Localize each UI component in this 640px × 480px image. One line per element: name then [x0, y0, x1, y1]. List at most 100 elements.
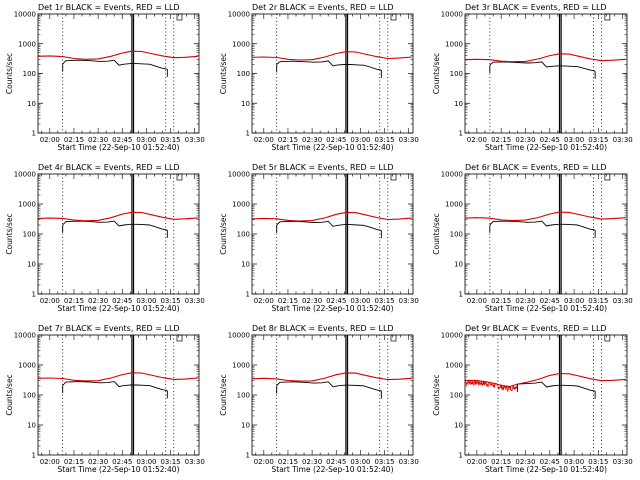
events-series-line	[276, 60, 382, 71]
x-tick-label: 02:30	[515, 458, 535, 466]
panel-det-6: Det 6r BLACK = Events, RED = LLD 1 10 100 10…	[432, 163, 633, 313]
x-axis-label: Start Time (22-Sep-10 01:52:40)	[58, 304, 180, 313]
lld-series-line	[38, 50, 198, 60]
y-tick-label: 10000	[441, 11, 463, 19]
x-tick-label: 03:00	[350, 136, 370, 144]
y-tick-label: 100	[23, 392, 36, 400]
events-series-line	[489, 61, 596, 72]
y-tick-label: 100	[450, 231, 463, 239]
y-tick-label: 10000	[228, 332, 250, 340]
y-axis-label: Counts/sec	[5, 53, 14, 94]
lld-series-line	[465, 372, 626, 388]
lld-series-line	[465, 211, 626, 222]
x-tick-label: 02:30	[88, 458, 108, 466]
lld-series-line	[38, 211, 198, 222]
noisy-rate-trace	[465, 379, 518, 393]
x-tick-label: 03:00	[564, 297, 584, 305]
y-tick-label: 1	[246, 130, 250, 138]
panel-det-2: Det 2r BLACK = Events, RED = LLD 1 10 100 10…	[219, 3, 419, 152]
x-tick-label: 02:00	[254, 458, 274, 466]
x-tick-label: 03:15	[374, 297, 394, 305]
plot-frame	[464, 173, 628, 295]
x-tick-label: 02:45	[326, 136, 346, 144]
y-axis-label: Counts/sec	[432, 53, 441, 94]
x-tick-label: 02:15	[278, 136, 298, 144]
x-tick-label: 03:00	[136, 297, 156, 305]
panel-title: Det 4r BLACK = Events, RED = LLD	[38, 163, 180, 172]
y-tick-label: 10	[454, 100, 463, 108]
x-tick-label: 03:15	[160, 136, 180, 144]
x-tick-label: 02:15	[491, 458, 511, 466]
y-tick-label: 10	[27, 261, 36, 269]
events-series-line	[62, 59, 168, 70]
x-tick-label: 02:45	[540, 297, 560, 305]
x-tick-label: 02:15	[64, 136, 84, 144]
panel-title: Det 7r BLACK = Events, RED = LLD	[38, 324, 180, 333]
x-axis-label: Start Time (22-Sep-10 01:52:40)	[58, 143, 180, 152]
y-tick-label: 10	[27, 422, 36, 430]
x-axis-label: Start Time (22-Sep-10 01:52:40)	[272, 143, 394, 152]
x-tick-label: 02:30	[515, 136, 535, 144]
x-tick-label: 02:00	[40, 458, 60, 466]
interval-box-marker	[604, 173, 611, 181]
x-tick-label: 02:30	[88, 136, 108, 144]
panel-title: Det 9r BLACK = Events, RED = LLD	[465, 324, 607, 333]
y-tick-label: 10	[454, 422, 463, 430]
y-tick-label: 100	[237, 231, 250, 239]
events-series-line	[62, 381, 168, 392]
interval-box-marker	[604, 334, 611, 342]
y-tick-label: 100	[23, 70, 36, 78]
y-axis-label: Counts/sec	[219, 213, 228, 254]
y-tick-label: 10	[241, 100, 250, 108]
y-tick-label: 1000	[18, 201, 36, 209]
interval-box-marker	[390, 13, 397, 21]
x-tick-label: 02:30	[515, 297, 535, 305]
x-tick-label: 03:30	[185, 136, 205, 144]
y-tick-label: 10000	[14, 171, 36, 179]
x-tick-label: 02:45	[540, 136, 560, 144]
x-tick-label: 02:30	[302, 297, 322, 305]
x-tick-label: 03:30	[613, 458, 633, 466]
x-tick-label: 03:30	[185, 297, 205, 305]
panel-det-1: Det 1r BLACK = Events, RED = LLD 1 10 100 10…	[5, 3, 205, 152]
plot-frame	[37, 334, 200, 456]
y-tick-label: 10	[241, 261, 250, 269]
y-tick-label: 1	[459, 452, 463, 460]
x-tick-label: 03:15	[374, 458, 394, 466]
x-axis-label: Start Time (22-Sep-10 01:52:40)	[272, 465, 394, 474]
interval-box-marker	[176, 173, 183, 181]
x-tick-label: 03:30	[399, 297, 419, 305]
y-axis-label: Counts/sec	[219, 53, 228, 94]
y-tick-label: 1	[459, 130, 463, 138]
plot-frame	[464, 334, 628, 456]
y-tick-label: 10	[27, 100, 36, 108]
panel-det-7: Det 7r BLACK = Events, RED = LLD 1 10 100 10…	[5, 324, 205, 474]
x-axis-label: Start Time (22-Sep-10 01:52:40)	[485, 304, 607, 313]
x-tick-label: 03:30	[399, 136, 419, 144]
y-tick-label: 10000	[228, 11, 250, 19]
lld-series-line	[38, 372, 198, 382]
lld-series-line	[252, 51, 412, 61]
x-tick-label: 03:00	[564, 136, 584, 144]
x-tick-label: 02:15	[64, 297, 84, 305]
x-tick-label: 03:00	[350, 458, 370, 466]
y-axis-label: Counts/sec	[432, 213, 441, 254]
panel-det-5: Det 5r BLACK = Events, RED = LLD 1 10 100 10…	[219, 163, 419, 313]
x-tick-label: 03:15	[588, 297, 608, 305]
x-tick-label: 02:45	[112, 297, 132, 305]
x-tick-label: 02:45	[326, 458, 346, 466]
interval-box-marker	[390, 334, 397, 342]
x-tick-label: 03:30	[399, 458, 419, 466]
x-tick-label: 03:15	[588, 136, 608, 144]
x-tick-label: 02:15	[64, 458, 84, 466]
lld-series-line	[465, 53, 626, 63]
y-axis-label: Counts/sec	[5, 374, 14, 415]
panel-det-4: Det 4r BLACK = Events, RED = LLD 1 10 100 10…	[5, 163, 205, 313]
y-tick-label: 100	[450, 70, 463, 78]
events-series-line	[276, 220, 382, 231]
interval-box-marker	[176, 13, 183, 21]
y-tick-label: 1	[32, 130, 36, 138]
y-tick-label: 1000	[445, 40, 463, 48]
panel-title: Det 3r BLACK = Events, RED = LLD	[465, 3, 607, 12]
interval-box-marker	[604, 13, 611, 21]
